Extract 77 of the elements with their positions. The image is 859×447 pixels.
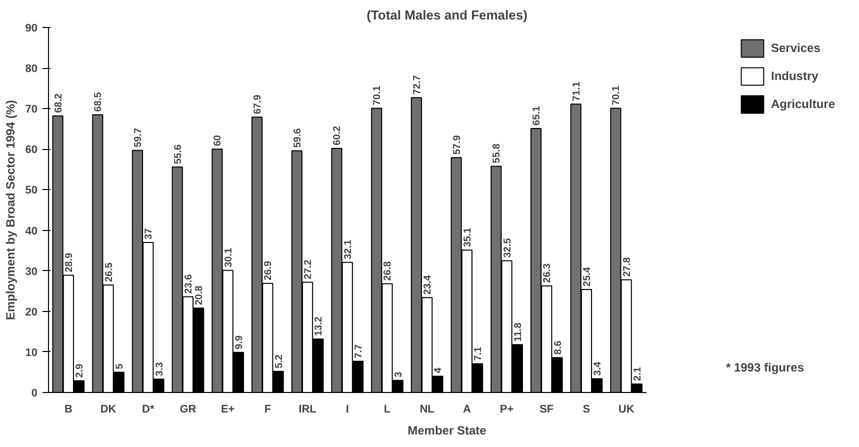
x-tick-label: UK (618, 404, 634, 416)
data-label: 65.1 (532, 106, 542, 126)
text: * 1993 figures (726, 360, 804, 374)
y-tick-label: 30 (25, 266, 38, 278)
x-axis-title: Member State (408, 424, 487, 438)
x-tick-label: IRL (298, 404, 317, 416)
data-label: 60 (212, 134, 224, 146)
data-label: 26.3 (542, 262, 554, 283)
data-label: 25.4 (582, 266, 593, 286)
x-tick-label: GR (180, 404, 196, 416)
data-label: 20.8 (194, 285, 206, 306)
data-label: 3 (393, 371, 404, 378)
y-tick-label: 40 (25, 225, 38, 238)
x-tick-label: B (64, 404, 72, 416)
y-tick-label: 80 (25, 63, 38, 76)
data-label: 60.2 (332, 125, 344, 146)
data-label: 26.5 (104, 262, 115, 282)
data-label: 70.1 (611, 85, 622, 106)
data-label: 28.9 (64, 252, 75, 272)
y-tick-label: 0 (31, 388, 38, 400)
x-tick-label: S (582, 404, 590, 416)
y-tick-label: 10 (25, 346, 38, 359)
data-label: 23.4 (422, 274, 434, 295)
data-label: 55.8 (492, 143, 503, 164)
data-label: 3.3 (154, 362, 166, 376)
data-label: 71.1 (571, 81, 582, 102)
x-tick-label: I (346, 404, 349, 416)
data-label: 13.2 (314, 316, 325, 336)
legend-label: Industry (770, 69, 818, 83)
y-tick-label: 20 (25, 306, 38, 318)
data-label: 23.6 (183, 274, 194, 294)
data-label: 55.6 (172, 144, 184, 164)
chart-title: (Total Males and Females) (366, 8, 528, 22)
data-label: 37 (144, 228, 155, 240)
x-tick-label: DK (100, 404, 116, 416)
data-label: 7.1 (473, 346, 484, 361)
x-tick-label: P+ (500, 404, 514, 416)
data-label: 2.1 (632, 366, 644, 381)
legend-label: Services (770, 41, 820, 55)
y-tick-label: 50 (25, 184, 38, 197)
data-label: 27.2 (303, 259, 314, 280)
data-label: 2.9 (74, 363, 86, 378)
x-tick-label: F (264, 404, 272, 416)
x-tick-label: L (384, 404, 391, 416)
data-label: 70.1 (372, 85, 384, 106)
data-label: 9.9 (234, 335, 245, 350)
data-label: 11.8 (512, 322, 524, 342)
data-label: 4 (433, 367, 444, 374)
data-label: 72.7 (412, 74, 423, 95)
x-tick-label: NL (420, 404, 435, 416)
data-label: 7.7 (354, 344, 364, 358)
y-tick-label: 60 (25, 144, 38, 156)
x-tick-label: D* (142, 404, 155, 416)
y-tick-label: 90 (25, 22, 38, 34)
data-label: 8.6 (552, 340, 564, 355)
data-label: 35.1 (462, 227, 474, 248)
data-label: 26.8 (382, 260, 394, 281)
legend-label: Agriculture (770, 97, 835, 111)
data-label: 32.1 (342, 239, 354, 260)
data-label: 3.4 (592, 361, 604, 376)
data-label: 59.6 (292, 128, 304, 148)
data-label: 57.9 (452, 134, 463, 155)
data-label: 30.1 (223, 248, 234, 268)
data-label: 68.2 (53, 93, 64, 113)
data-label: 59.7 (133, 127, 144, 148)
x-tick-label: SF (540, 404, 554, 416)
y-axis-title: Employment by Broad Sector 1994 (%) (3, 100, 18, 320)
data-label: 67.9 (252, 94, 264, 114)
x-tick-label: E+ (220, 404, 235, 416)
data-label: 32.5 (502, 238, 514, 258)
data-label: 27.8 (622, 256, 633, 277)
data-label: 5 (114, 363, 126, 370)
data-label: 68.5 (93, 92, 104, 112)
data-label: 26.9 (263, 260, 274, 280)
y-tick-label: 70 (25, 104, 38, 116)
data-label: 5.2 (274, 354, 285, 368)
x-tick-label: A (462, 404, 471, 416)
